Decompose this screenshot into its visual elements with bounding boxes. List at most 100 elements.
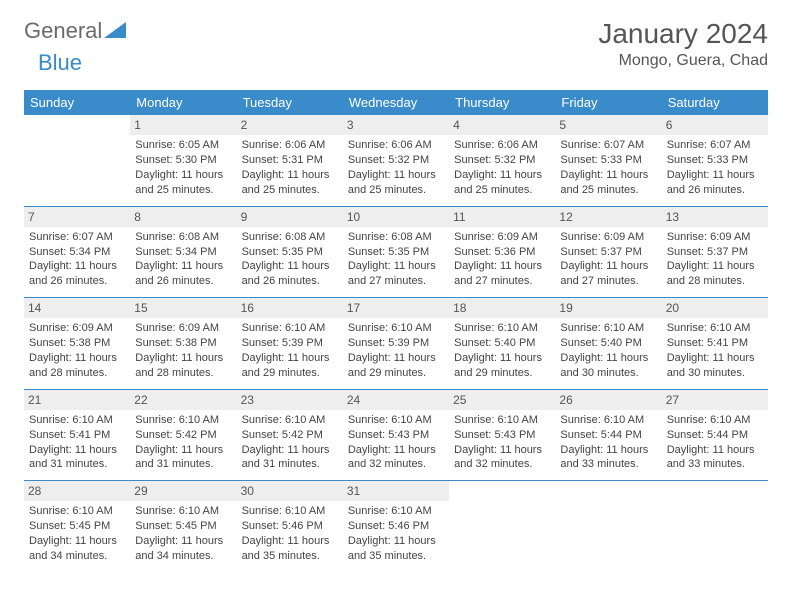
sunrise-text: Sunrise: 6:07 AM [667,138,763,153]
daylight-text: Daylight: 11 hours and 35 minutes. [348,534,444,564]
day-number: 29 [130,481,236,501]
daylight-text: Daylight: 11 hours and 27 minutes. [348,259,444,289]
calendar-day-cell [449,481,555,572]
daylight-text: Daylight: 11 hours and 33 minutes. [560,443,656,473]
calendar-day-cell: 10Sunrise: 6:08 AMSunset: 5:35 PMDayligh… [343,206,449,298]
calendar-day-cell: 5Sunrise: 6:07 AMSunset: 5:33 PMDaylight… [555,115,661,206]
calendar-day-cell: 6 Sunrise: 6:07 AMSunset: 5:33 PMDaylight… [662,115,768,206]
sunset-text: Sunset: 5:37 PM [667,245,763,260]
calendar-day-cell: 23Sunrise: 6:10 AMSunset: 5:42 PMDayligh… [237,389,343,481]
calendar-day-cell: 25Sunrise: 6:10 AMSunset: 5:43 PMDayligh… [449,389,555,481]
sunset-text: Sunset: 5:33 PM [560,153,656,168]
calendar-table: Sunday Monday Tuesday Wednesday Thursday… [24,90,768,572]
calendar-day-cell: 16Sunrise: 6:10 AMSunset: 5:39 PMDayligh… [237,298,343,390]
day-number: 6 [662,115,768,135]
sunset-text: Sunset: 5:31 PM [242,153,338,168]
sunset-text: Sunset: 5:34 PM [135,245,231,260]
sunrise-text: Sunrise: 6:07 AM [29,230,125,245]
daylight-text: Daylight: 11 hours and 32 minutes. [454,443,550,473]
day-number: 24 [343,390,449,410]
calendar-day-cell: 28Sunrise: 6:10 AMSunset: 5:45 PMDayligh… [24,481,130,572]
daylight-text: Daylight: 11 hours and 31 minutes. [242,443,338,473]
calendar-day-cell: 31Sunrise: 6:10 AMSunset: 5:46 PMDayligh… [343,481,449,572]
day-number: 28 [24,481,130,501]
daylight-text: Daylight: 11 hours and 30 minutes. [560,351,656,381]
sunset-text: Sunset: 5:45 PM [29,519,125,534]
day-number: 26 [555,390,661,410]
day-number: 27 [662,390,768,410]
sunset-text: Sunset: 5:41 PM [667,336,763,351]
title-block: January 2024 Mongo, Guera, Chad [598,18,768,70]
sunset-text: Sunset: 5:40 PM [454,336,550,351]
sunrise-text: Sunrise: 6:10 AM [454,413,550,428]
calendar-day-cell: 4Sunrise: 6:06 AMSunset: 5:32 PMDaylight… [449,115,555,206]
sunset-text: Sunset: 5:32 PM [348,153,444,168]
calendar-day-cell: 27Sunrise: 6:10 AMSunset: 5:44 PMDayligh… [662,389,768,481]
day-number: 1 [130,115,236,135]
day-number: 2 [237,115,343,135]
day-number: 13 [662,207,768,227]
calendar-day-cell: 14Sunrise: 6:09 AMSunset: 5:38 PMDayligh… [24,298,130,390]
sunrise-text: Sunrise: 6:10 AM [667,321,763,336]
daylight-text: Daylight: 11 hours and 34 minutes. [29,534,125,564]
weekday-header: Monday [130,90,236,115]
calendar-day-cell: 18Sunrise: 6:10 AMSunset: 5:40 PMDayligh… [449,298,555,390]
calendar-day-cell: 29Sunrise: 6:10 AMSunset: 5:45 PMDayligh… [130,481,236,572]
day-number: 21 [24,390,130,410]
sunset-text: Sunset: 5:43 PM [348,428,444,443]
daylight-text: Daylight: 11 hours and 26 minutes. [135,259,231,289]
day-number: 19 [555,298,661,318]
calendar-day-cell: 7Sunrise: 6:07 AMSunset: 5:34 PMDaylight… [24,206,130,298]
daylight-text: Daylight: 11 hours and 25 minutes. [348,168,444,198]
day-number: 9 [237,207,343,227]
sunset-text: Sunset: 5:44 PM [560,428,656,443]
day-number: 14 [24,298,130,318]
calendar-week-row: 1Sunrise: 6:05 AMSunset: 5:30 PMDaylight… [24,115,768,206]
sunset-text: Sunset: 5:30 PM [135,153,231,168]
daylight-text: Daylight: 11 hours and 28 minutes. [29,351,125,381]
sunrise-text: Sunrise: 6:09 AM [135,321,231,336]
daylight-text: Daylight: 11 hours and 34 minutes. [135,534,231,564]
sunset-text: Sunset: 5:42 PM [135,428,231,443]
sunrise-text: Sunrise: 6:10 AM [242,504,338,519]
daylight-text: Daylight: 11 hours and 35 minutes. [242,534,338,564]
sunrise-text: Sunrise: 6:09 AM [560,230,656,245]
sunrise-text: Sunrise: 6:06 AM [242,138,338,153]
sunrise-text: Sunrise: 6:08 AM [242,230,338,245]
calendar-day-cell: 15Sunrise: 6:09 AMSunset: 5:38 PMDayligh… [130,298,236,390]
day-number: 23 [237,390,343,410]
daylight-text: Daylight: 11 hours and 26 minutes. [667,168,763,198]
day-number: 11 [449,207,555,227]
day-number: 5 [555,115,661,135]
calendar-day-cell [662,481,768,572]
sunset-text: Sunset: 5:38 PM [29,336,125,351]
day-number: 16 [237,298,343,318]
sunrise-text: Sunrise: 6:07 AM [560,138,656,153]
sunrise-text: Sunrise: 6:10 AM [135,413,231,428]
day-number: 3 [343,115,449,135]
calendar-day-cell: 21 Sunrise: 6:10 AMSunset: 5:41 PMDayligh… [24,389,130,481]
daylight-text: Daylight: 11 hours and 29 minutes. [348,351,444,381]
calendar-day-cell: 12Sunrise: 6:09 AMSunset: 5:37 PMDayligh… [555,206,661,298]
location-text: Mongo, Guera, Chad [598,52,768,70]
sunrise-text: Sunrise: 6:08 AM [348,230,444,245]
calendar-week-row: 21Sunrise: 6:10 AMSunset: 5:41 PMDayligh… [24,389,768,481]
calendar-week-row: 14Sunrise: 6:09 AMSunset: 5:38 PMDayligh… [24,298,768,390]
logo-text-general: General [24,18,102,44]
daylight-text: Daylight: 11 hours and 29 minutes. [242,351,338,381]
sunset-text: Sunset: 5:46 PM [242,519,338,534]
sunset-text: Sunset: 5:41 PM [29,428,125,443]
sunrise-text: Sunrise: 6:10 AM [348,504,444,519]
sunset-text: Sunset: 5:46 PM [348,519,444,534]
day-number: 22 [130,390,236,410]
weekday-header-row: Sunday Monday Tuesday Wednesday Thursday… [24,90,768,115]
daylight-text: Daylight: 11 hours and 31 minutes. [29,443,125,473]
sunrise-text: Sunrise: 6:10 AM [29,413,125,428]
sunset-text: Sunset: 5:35 PM [242,245,338,260]
sunrise-text: Sunrise: 6:10 AM [348,413,444,428]
sunset-text: Sunset: 5:33 PM [667,153,763,168]
sunset-text: Sunset: 5:40 PM [560,336,656,351]
day-number: 30 [237,481,343,501]
daylight-text: Daylight: 11 hours and 31 minutes. [135,443,231,473]
calendar-day-cell [555,481,661,572]
